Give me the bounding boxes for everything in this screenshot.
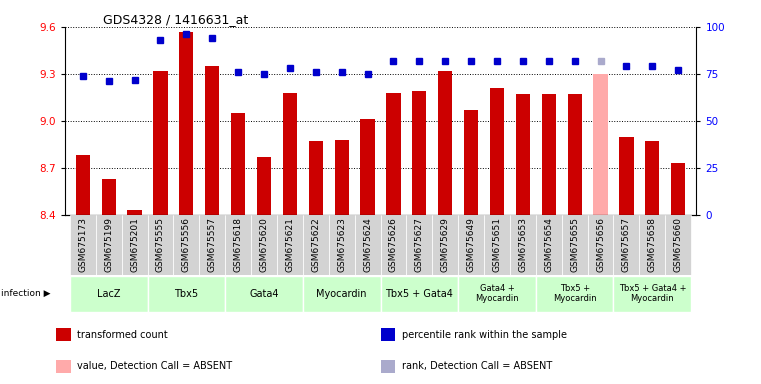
Bar [412,91,426,215]
Text: GDS4328 / 1416631_at: GDS4328 / 1416631_at [103,13,248,26]
Bar [536,215,562,275]
Text: GSM675621: GSM675621 [285,217,295,272]
Text: GSM675556: GSM675556 [182,217,191,272]
Bar [542,94,556,215]
Bar [387,93,400,215]
Text: GSM675657: GSM675657 [622,217,631,272]
Text: Tbx5 + Gata4: Tbx5 + Gata4 [385,289,454,299]
Bar [303,276,380,312]
Bar [458,276,536,312]
Bar [309,141,323,215]
Text: GSM675655: GSM675655 [570,217,579,272]
Bar [639,215,665,275]
Bar [665,215,691,275]
Bar [613,276,691,312]
Bar [56,360,71,372]
Text: GSM675660: GSM675660 [673,217,683,272]
Bar [380,215,406,275]
Bar [283,93,297,215]
Text: GSM675653: GSM675653 [518,217,527,272]
Text: Gata4 +
Myocardin: Gata4 + Myocardin [475,284,519,303]
Bar [127,210,142,215]
Bar [122,215,148,275]
Bar [406,215,432,275]
Text: GSM675623: GSM675623 [337,217,346,272]
Text: GSM675201: GSM675201 [130,217,139,272]
Bar [205,66,219,215]
Bar [257,157,271,215]
Bar [562,215,587,275]
Bar [96,215,122,275]
Bar [329,215,355,275]
Text: GSM675620: GSM675620 [260,217,269,272]
Text: GSM675629: GSM675629 [441,217,450,272]
Bar [645,141,660,215]
Bar [380,360,395,372]
Text: transformed count: transformed count [78,329,168,339]
Bar [355,215,380,275]
Text: GSM675199: GSM675199 [104,217,113,272]
Text: GSM675658: GSM675658 [648,217,657,272]
Bar [458,215,484,275]
Bar [568,94,581,215]
Bar [510,215,536,275]
Text: GSM675622: GSM675622 [311,217,320,271]
Bar [484,215,510,275]
Text: LacZ: LacZ [97,289,120,299]
Bar [231,113,245,215]
Text: GSM675649: GSM675649 [466,217,476,272]
Text: Tbx5 + Gata4 +
Myocardin: Tbx5 + Gata4 + Myocardin [619,284,686,303]
Bar [671,163,686,215]
Text: GSM675627: GSM675627 [415,217,424,272]
Text: Tbx5 +
Myocardin: Tbx5 + Myocardin [552,284,597,303]
Bar [594,74,607,215]
Bar [75,156,90,215]
Bar [277,215,303,275]
Bar [380,328,395,341]
Bar [619,137,634,215]
Bar [613,215,639,275]
Text: value, Detection Call = ABSENT: value, Detection Call = ABSENT [78,361,232,371]
Bar [464,110,478,215]
Bar [148,215,174,275]
Bar [70,215,96,275]
Bar [438,71,452,215]
Bar [154,71,167,215]
Bar [174,215,199,275]
Text: GSM675656: GSM675656 [596,217,605,272]
Text: infection ▶: infection ▶ [1,289,50,298]
Bar [148,276,225,312]
Bar [490,88,504,215]
Bar [303,215,329,275]
Text: Myocardin: Myocardin [317,289,367,299]
Text: GSM675173: GSM675173 [78,217,88,272]
Bar [361,119,374,215]
Bar [56,328,71,341]
Bar [335,140,349,215]
Bar [380,276,458,312]
Text: Tbx5: Tbx5 [174,289,199,299]
Text: GSM675618: GSM675618 [234,217,243,272]
Text: GSM675555: GSM675555 [156,217,165,272]
Text: GSM675624: GSM675624 [363,217,372,271]
Bar [536,276,613,312]
Bar [180,31,193,215]
Text: Gata4: Gata4 [250,289,279,299]
Bar [70,276,148,312]
Text: GSM675651: GSM675651 [492,217,501,272]
Bar [225,276,303,312]
Bar [101,179,116,215]
Text: rank, Detection Call = ABSENT: rank, Detection Call = ABSENT [402,361,552,371]
Text: GSM675557: GSM675557 [208,217,217,272]
Bar [516,94,530,215]
Bar [587,215,613,275]
Text: percentile rank within the sample: percentile rank within the sample [402,329,567,339]
Bar [225,215,251,275]
Text: GSM675654: GSM675654 [544,217,553,272]
Bar [199,215,225,275]
Bar [432,215,458,275]
Text: GSM675626: GSM675626 [389,217,398,272]
Bar [251,215,277,275]
